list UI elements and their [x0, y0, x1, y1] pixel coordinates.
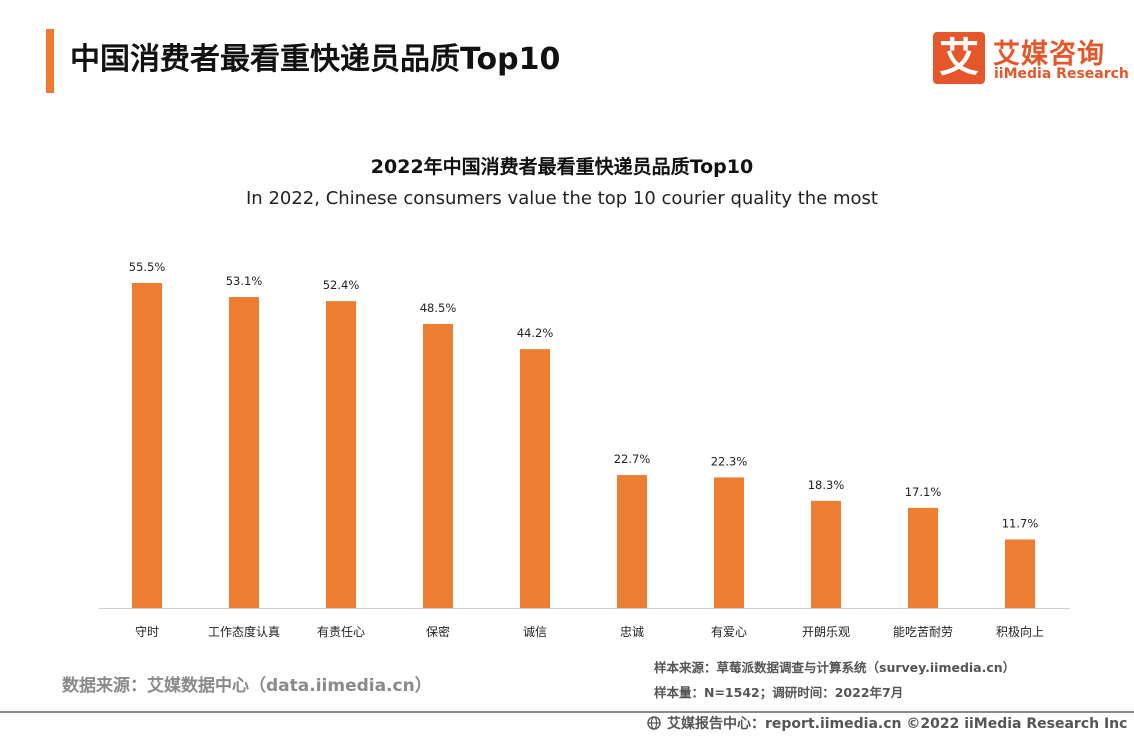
bar-3	[423, 323, 453, 608]
sample-source: 样本来源：草莓派数据调查与计算系统（survey.iimedia.cn）	[654, 660, 1016, 675]
footer-divider	[0, 711, 1134, 713]
globe-icon	[647, 716, 661, 730]
category-label-1: 工作态度认真	[208, 624, 280, 639]
title-accent-bar	[46, 29, 54, 93]
bar-8	[908, 507, 938, 608]
copyright-text: 艾媒报告中心：report.iimedia.cn ©2022 iiMedia R…	[667, 716, 1128, 732]
data-label-1: 53.1%	[226, 274, 263, 288]
chart-title: 2022年中国消费者最看重快递员品质Top10	[370, 156, 754, 178]
category-label-0: 守时	[135, 625, 159, 639]
chart-subtitle: In 2022, Chinese consumers value the top…	[246, 188, 878, 209]
category-label-5: 忠诚	[620, 625, 644, 639]
bar-5	[617, 475, 647, 608]
page-title: 中国消费者最看重快递员品质Top10	[70, 42, 561, 77]
category-label-3: 保密	[426, 624, 450, 639]
data-label-0: 55.5%	[129, 260, 166, 274]
bar-7	[811, 500, 841, 608]
category-label-4: 诚信	[523, 625, 547, 639]
footer: 艾媒报告中心：report.iimedia.cn ©2022 iiMedia R…	[647, 713, 1127, 733]
bar-4	[520, 349, 550, 608]
category-label-7: 开朗乐观	[802, 625, 850, 639]
category-label-9: 积极向上	[996, 624, 1044, 639]
data-label-8: 17.1%	[905, 485, 942, 499]
bar-6	[714, 477, 744, 608]
data-source: 数据来源：艾媒数据中心（data.iimedia.cn）	[62, 676, 432, 696]
category-label-2: 有责任心	[317, 625, 365, 639]
data-label-5: 22.7%	[614, 452, 651, 466]
data-label-7: 18.3%	[808, 478, 845, 492]
bar-1	[229, 297, 259, 608]
logo-name-en: iiMedia Research	[994, 66, 1129, 82]
bar-0	[132, 283, 162, 608]
category-label-8: 能吃苦耐劳	[893, 625, 953, 639]
brand-logo: 艾 艾媒咨询 iiMedia Research	[933, 30, 1129, 90]
bar-9	[1005, 539, 1035, 608]
logo-mark: 艾	[933, 32, 985, 84]
data-label-4: 44.2%	[517, 326, 554, 340]
logo-name-cn: 艾媒咨询	[993, 39, 1105, 70]
data-label-6: 22.3%	[711, 454, 748, 468]
data-label-9: 11.7%	[1002, 516, 1039, 530]
bar-2	[326, 301, 356, 608]
sample-size: 样本量：N=1542；调研时间：2022年7月	[654, 685, 904, 700]
category-label-6: 有爱心	[711, 625, 747, 639]
data-label-2: 52.4%	[323, 278, 360, 292]
data-label-3: 48.5%	[420, 301, 457, 315]
